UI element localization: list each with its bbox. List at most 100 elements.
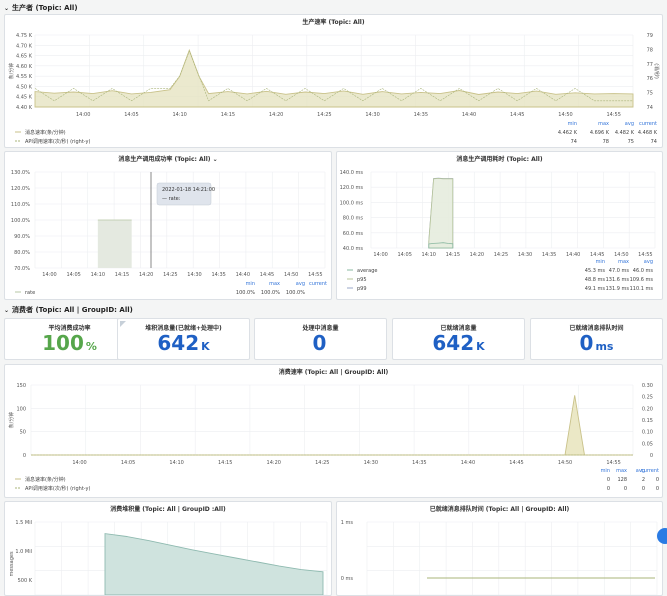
stat-panel-queue-time[interactable]: 已就绪消息排队时间 0 ms (530, 318, 663, 360)
y-tick-label: 4.75 K (16, 33, 33, 39)
y-tick-label: 4.40 K (16, 105, 33, 111)
x-tick-label: 14:35 (211, 272, 225, 278)
y-tick-label: 4.65 K (16, 54, 33, 60)
legend-value: 78 (603, 139, 609, 145)
legend-value: 131.9 ms (606, 286, 630, 292)
latency-chart: 140.0 ms 120.0 ms 100.0 ms 80.0 ms 60.0 ms 40… (340, 170, 656, 292)
x-tick-label: 14:00 (72, 460, 86, 466)
consume-rate-panel[interactable]: 消费速率 (Topic: All | GroupID: All) 150 100 5… (4, 364, 663, 498)
x-tick-label: 14:05 (397, 252, 411, 258)
x-tick-label: 14:50 (284, 272, 298, 278)
y-tick-label: 1.0 Mil (15, 549, 32, 555)
legend-header: max (618, 259, 629, 265)
tooltip-box (156, 182, 212, 206)
backlog-panel[interactable]: 消费堆积量 (Topic: All | GroupID :All) 1.5 Mi… (4, 501, 332, 596)
x-tick-label: 14:35 (414, 112, 428, 118)
y-tick-label: 0.05 (642, 441, 653, 447)
y-tick-label: 50 (20, 430, 26, 436)
legend-value: 49.1 ms (585, 286, 606, 292)
stat-panel-consume-success[interactable]: 平均消费成功率 100% (4, 318, 135, 360)
y-tick-label: 4.45 K (16, 95, 33, 101)
x-tick-label: 14:15 (218, 460, 232, 466)
info-corner-icon[interactable] (120, 321, 126, 327)
x-tick-label: 14:25 (315, 460, 329, 466)
y-tick-label: 60.0 ms (343, 231, 364, 237)
queue-time-chart: 1 ms 0 ms (341, 520, 658, 595)
y-tick-label: 80.0% (14, 250, 30, 256)
x-tick-label: 14:30 (518, 252, 532, 258)
stat-title: 已就绪消息量 (440, 325, 477, 332)
series-area-p95 (428, 177, 454, 249)
production-rate-panel[interactable]: 生产速率 (Topic: All) 4.75 K 4.70 K 4.65 K 4.60… (4, 14, 663, 148)
stat-panel-ready[interactable]: 已就绪消息量 642 K (392, 318, 525, 360)
stat-title: 平均消费成功率 (48, 325, 91, 332)
y-tick-label: 4.60 K (16, 64, 33, 70)
y-axis-label: 条/分钟 (8, 63, 15, 80)
y-tick-label: 150 (16, 383, 26, 389)
success-rate-panel[interactable]: 消息生产调用成功率 (Topic: All) ⌄ 130.0% 120.0% 110… (4, 151, 332, 300)
x-tick-label: 14:45 (509, 460, 523, 466)
legend-value: 100.0% (286, 290, 305, 296)
y-tick-label: 90.0% (14, 234, 30, 240)
x-tick-label: 14:40 (236, 272, 250, 278)
y-tick-label: 120.0% (11, 186, 30, 192)
y-tick-label: 80.0 ms (343, 216, 364, 222)
legend-label: 消息速率(条/分钟) (25, 129, 66, 136)
x-tick-label: 14:10 (91, 272, 105, 278)
x-tick-label: 14:15 (446, 252, 460, 258)
stat-panel-backlog-total[interactable]: 堆积消息量(已就绪+处理中) 642 K (117, 318, 250, 360)
x-tick-label: 14:05 (66, 272, 80, 278)
stat-panel-in-process[interactable]: 处理中消息量 0 (254, 318, 387, 360)
x-tick-label: 14:55 (606, 112, 620, 118)
legend-label: API调用速率(次/秒) (right-y) (25, 485, 90, 492)
panel-title: 消费速率 (Topic: All | GroupID: All) (278, 369, 389, 376)
legend-value: 100.0% (236, 290, 255, 296)
legend-value: 47.0 ms (609, 268, 630, 274)
x-tick-label: 14:35 (412, 460, 426, 466)
x-tick-label: 14:05 (121, 460, 135, 466)
x-tick-label: 14:00 (42, 272, 56, 278)
legend-value: 0 (656, 477, 659, 483)
x-tick-label: 14:30 (364, 460, 378, 466)
series-area-message-rate (31, 395, 633, 456)
y-tick-label: 0.15 (642, 418, 653, 424)
legend-value: 0 (607, 486, 610, 492)
x-tick-label: 14:30 (365, 112, 379, 118)
legend-value: 109.6 ms (630, 277, 654, 283)
legend-value: 100.0% (261, 290, 280, 296)
chevron-down-icon: ⌄ (212, 156, 218, 163)
legend-label: API调用速率(次/秒) (right-y) (25, 138, 90, 145)
y-tick-label: 130.0% (11, 170, 30, 176)
latency-panel[interactable]: 消息生产调用耗时 (Topic: All) 140.0 ms 120.0 ms 10… (336, 151, 663, 300)
x-tick-label: 14:20 (267, 460, 281, 466)
legend-value: 0 (607, 477, 610, 483)
legend-header: avg (296, 281, 305, 287)
section-header-producer[interactable]: ⌄ 生产者 (Topic: All) (4, 4, 78, 12)
x-tick-label: 14:05 (124, 112, 138, 118)
legend-value: 4.468 K (638, 130, 658, 136)
legend-value: 74 (571, 139, 577, 145)
section-header-consumer[interactable]: ⌄ 消费者 (Topic: All | GroupID: All) (4, 306, 133, 314)
y-tick-label: 100.0% (11, 218, 30, 224)
series-area-backlog (104, 533, 324, 595)
y-tick-label: 500 K (18, 578, 33, 584)
x-tick-label: 14:40 (566, 252, 580, 258)
y-axis-label: messages (9, 551, 15, 576)
legend-value: 4.462 K (558, 130, 578, 136)
stat-value: 0 ms (579, 331, 614, 355)
queue-time-panel[interactable]: 已就绪消息排队时间 (Topic: All | GroupID: All) 1 … (336, 501, 663, 596)
y-tick-label: 77 (647, 62, 653, 68)
legend-label: rate (25, 290, 35, 296)
legend-header: max (598, 121, 609, 127)
legend-label: p95 (357, 277, 367, 283)
x-tick-label: 14:50 (558, 112, 572, 118)
legend-value: 0 (624, 486, 627, 492)
legend-header: min (568, 121, 577, 127)
legend-header: current (309, 281, 327, 287)
legend-label: p99 (357, 286, 367, 292)
y-tick-label: 1.5 Mil (15, 520, 32, 526)
legend-value: 4.482 K (615, 130, 635, 136)
legend-header: min (596, 259, 605, 265)
help-button[interactable] (657, 528, 667, 544)
